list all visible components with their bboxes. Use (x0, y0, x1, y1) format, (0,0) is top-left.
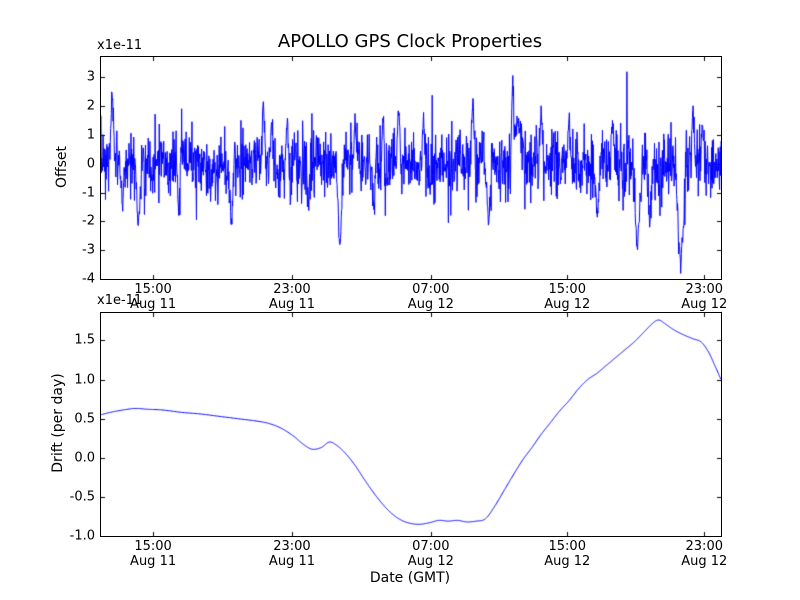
tick-label: 23:00 Aug 12 (681, 282, 728, 312)
tick-label: 23:00 Aug 11 (268, 282, 315, 312)
drift-series-canvas (101, 313, 721, 536)
tick-label: 2 (86, 98, 95, 114)
tick-label: 15:00 Aug 12 (544, 539, 591, 569)
tick-label: 07:00 Aug 12 (407, 282, 454, 312)
offset-plot (100, 56, 722, 280)
tick-label: 1 (86, 127, 95, 143)
tick-label: 1.5 (74, 332, 95, 348)
tick-label: 3 (86, 69, 95, 85)
tick-label: 23:00 Aug 12 (681, 539, 728, 569)
tick-label: 0.5 (74, 411, 95, 427)
x-axis-label: Date (GMT) (369, 570, 451, 586)
scale-label-offset: x1e-11 (97, 38, 143, 53)
tick-label: -4 (82, 271, 95, 287)
tick-label: 15:00 Aug 11 (130, 539, 177, 569)
tick-label: -2 (82, 213, 95, 229)
tick-label: 07:00 Aug 12 (407, 539, 454, 569)
tick-label: -0.5 (69, 489, 95, 505)
offset-series-canvas (101, 57, 721, 279)
tick-label: -3 (82, 242, 95, 258)
chart-title: APOLLO GPS Clock Properties (277, 31, 543, 52)
tick-label: 1.0 (74, 372, 95, 387)
tick-label: 0.0 (74, 450, 95, 466)
tick-label: 0 (86, 156, 95, 172)
tick-label: -1.0 (69, 528, 95, 544)
tick-label: -1 (82, 185, 95, 200)
tick-label: 15:00 Aug 12 (544, 282, 591, 312)
drift-plot (100, 312, 722, 537)
tick-label: 23:00 Aug 11 (268, 539, 315, 569)
scale-label-drift: x1e-11 (97, 293, 143, 308)
tick-label: 15:00 Aug 11 (130, 282, 177, 312)
